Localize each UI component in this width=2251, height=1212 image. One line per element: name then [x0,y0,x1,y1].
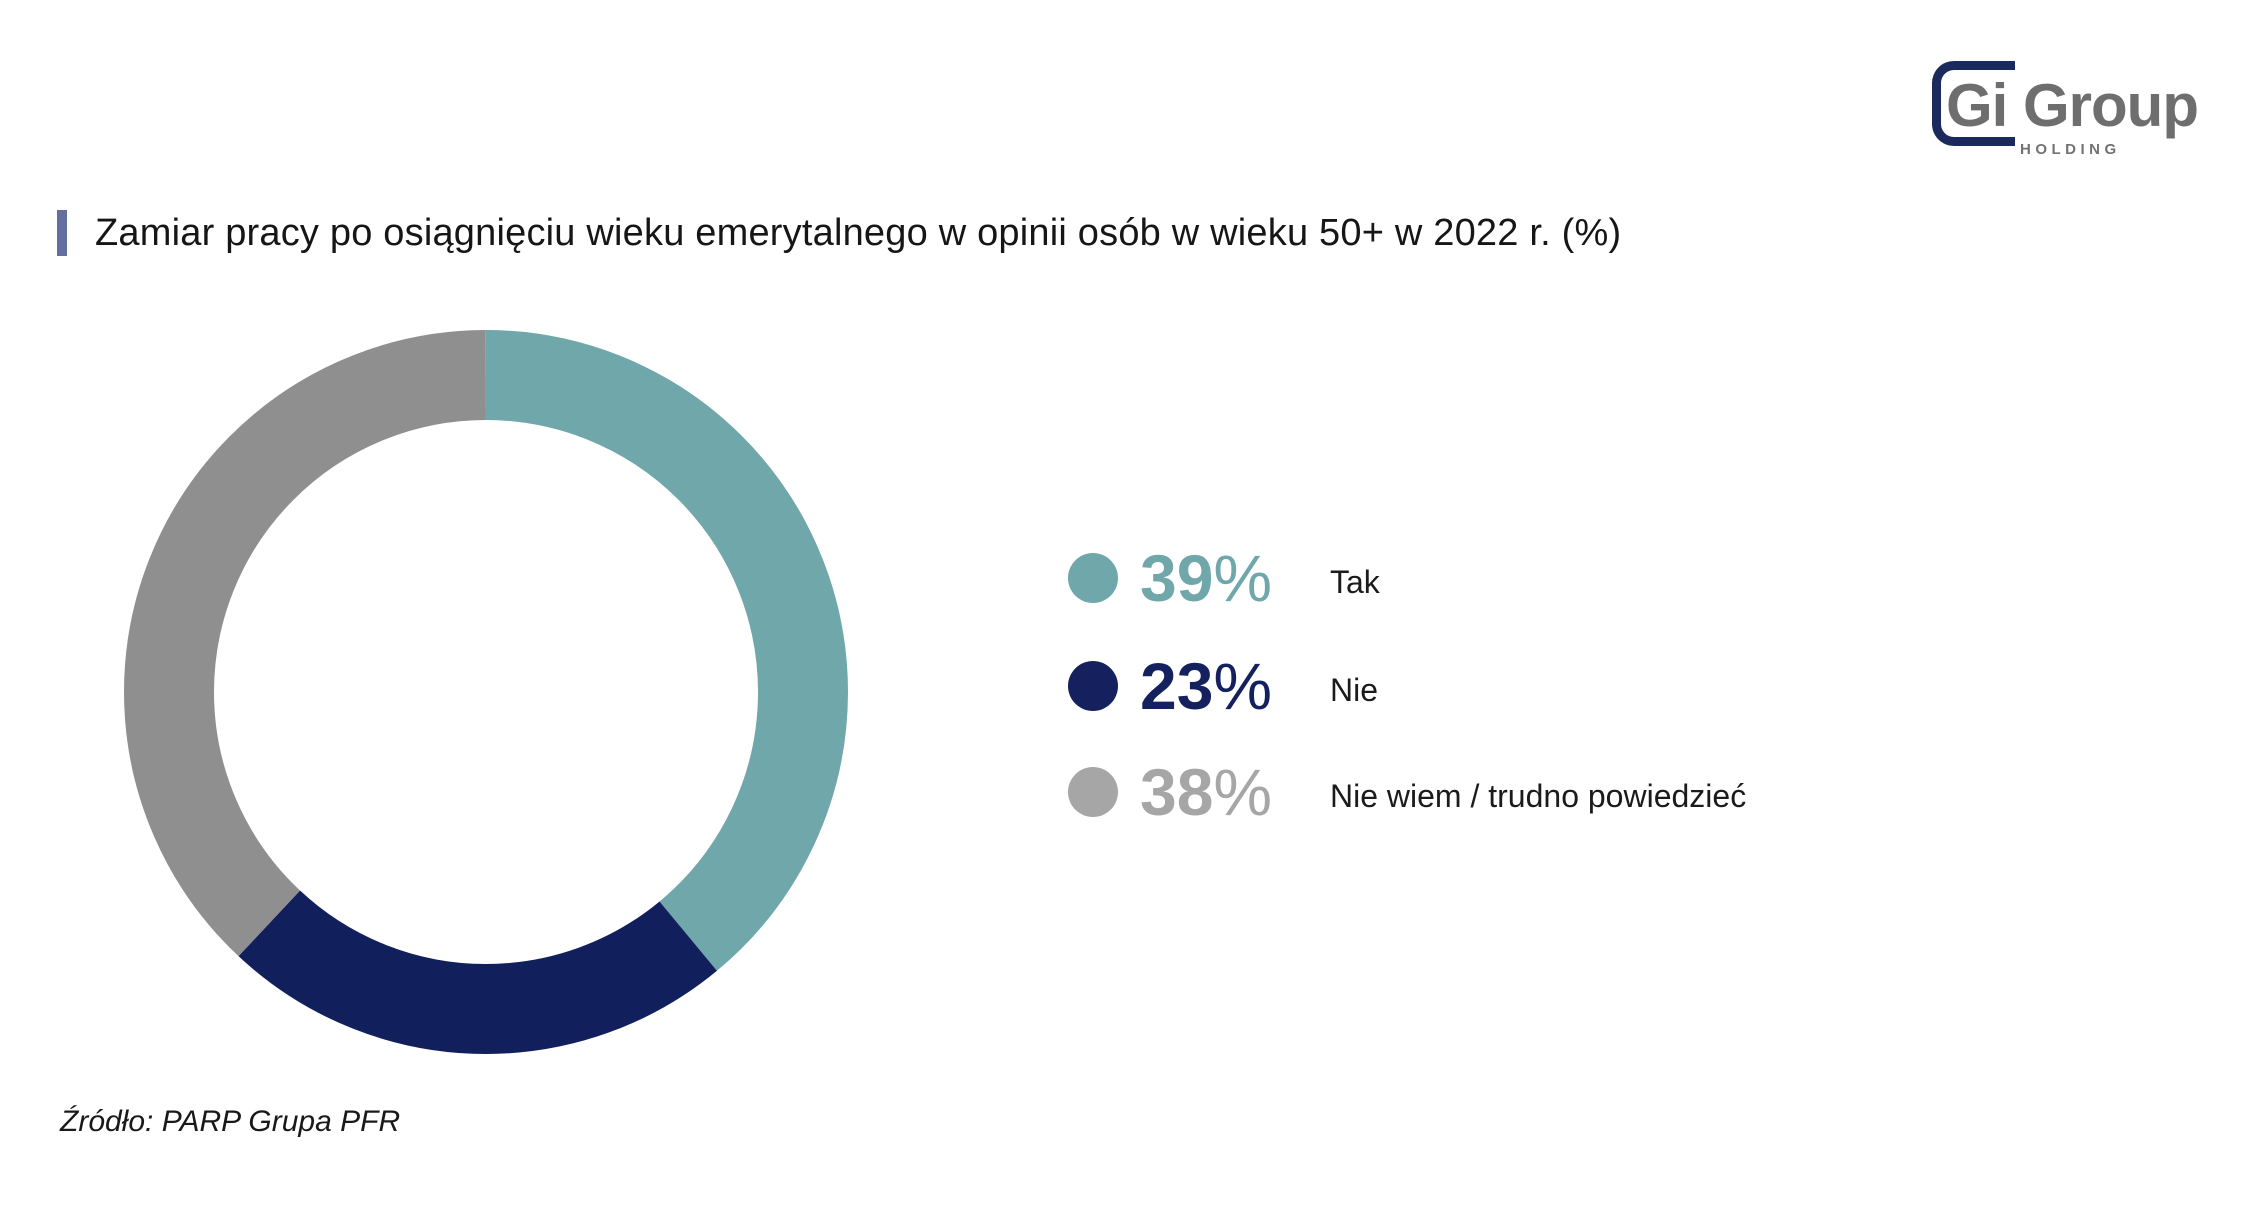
title-accent-bar [57,210,67,256]
donut-segment-Nie [124,330,848,1054]
donut-segment-Nie wiem / trudno powiedzieć [124,330,848,1054]
legend-item-tak: 39% Tak [1068,541,1380,615]
gi-group-holding-logo: Gi Group HOLDING [1920,50,2220,170]
title-row: Zamiar pracy po osiągnięciu wieku emeryt… [57,208,1621,258]
legend-dot-nie-wiem-icon [1068,767,1118,817]
logo-wordmark: Gi Group [1946,72,2199,139]
legend-value: 38% [1140,755,1273,829]
legend-label: Nie wiem / trudno powiedzieć [1330,777,1747,814]
legend-dot-nie-icon [1068,661,1118,711]
logo-bracket-icon [1932,61,2015,146]
legend-item-nie: 23% Nie [1068,649,1379,723]
legend-value: 23% [1140,649,1273,723]
legend-dot-tak-icon [1068,553,1118,603]
legend-label: Nie [1330,671,1379,708]
legend-label: Tak [1330,563,1380,600]
logo-holding-label: HOLDING [2020,141,2121,158]
legend-value: 39% [1140,541,1273,615]
donut-chart [124,330,848,1054]
legend-item-nie-wiem: 38% Nie wiem / trudno powiedzieć [1068,755,1747,829]
donut-segment-Tak [124,330,848,1054]
source-note: Źródło: PARP Grupa PFR [60,1105,401,1138]
chart-title: Zamiar pracy po osiągnięciu wieku emeryt… [95,212,1622,254]
